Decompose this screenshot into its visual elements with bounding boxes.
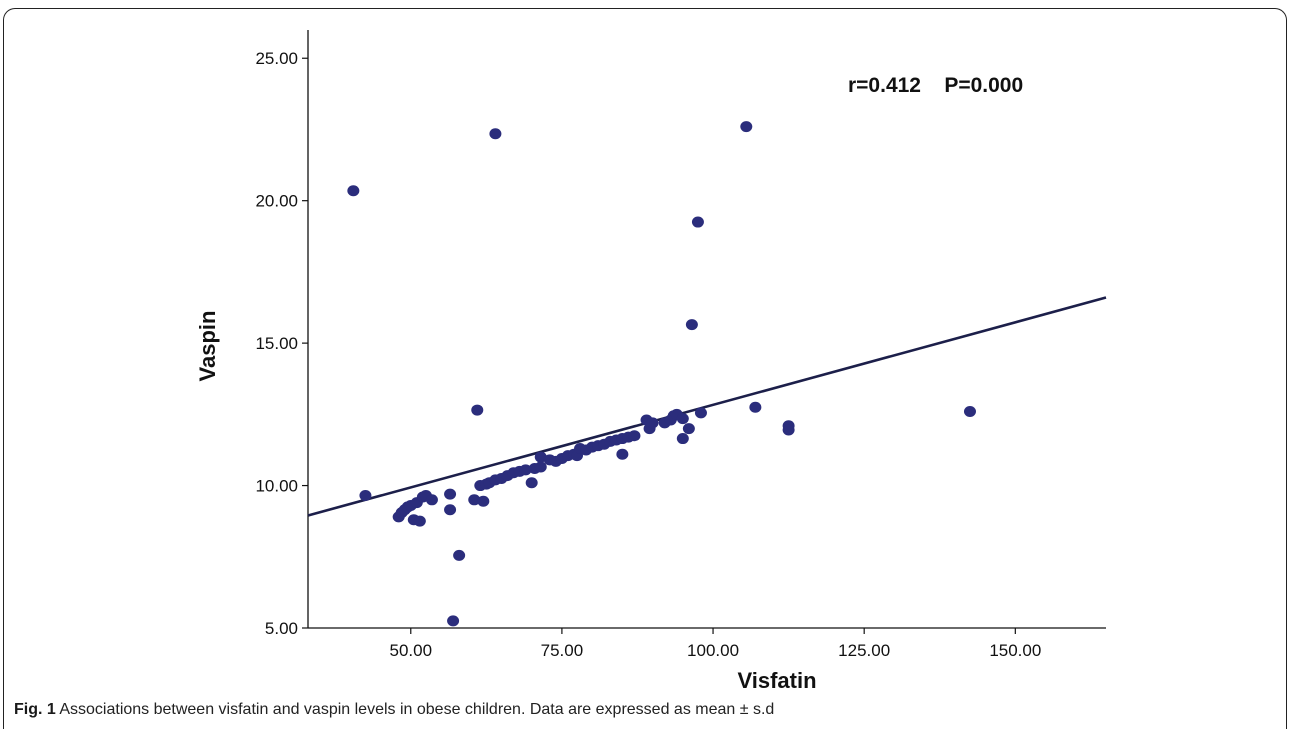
data-point [477,495,490,507]
y-tick-label: 5.00 [265,619,298,638]
data-point [453,549,466,561]
data-point [425,494,438,506]
scatter-chart: 5.00 10.00 15.00 20.00 25.00 50.00 75.00 100.00… [195,30,1107,693]
data-point [628,430,641,442]
x-axis-title: Visfatin [737,668,816,693]
data-point [694,407,707,419]
data-point [740,121,753,133]
data-point [519,464,532,476]
data-point [347,185,360,197]
data-point [676,413,689,425]
data-point [444,488,457,500]
data-point [468,494,481,506]
correlation-annotation: r=0.412 P=0.000 [848,74,1023,97]
data-point [447,615,460,627]
figure-frame [3,8,1287,729]
x-tick-label: 50.00 [389,641,432,660]
data-point [525,477,538,489]
y-tick-label: 10.00 [255,477,298,496]
x-tick-label: 75.00 [541,641,584,660]
x-tick-label: 150.00 [989,641,1041,660]
points-group [347,121,976,627]
data-point [534,451,547,463]
y-tick-label: 20.00 [255,192,298,211]
data-point [471,404,484,416]
x-tick-label: 125.00 [838,641,890,660]
data-point [489,128,502,140]
data-point [676,433,689,445]
figure-caption: Fig. 1 Associations between visfatin and… [14,701,774,719]
data-point [359,490,372,502]
data-point [682,423,695,435]
axes: 5.00 10.00 15.00 20.00 25.00 50.00 75.00 100.00… [255,30,1106,660]
x-tick-label: 100.00 [687,641,739,660]
data-point [616,448,629,460]
fit-line-group [307,296,1107,517]
figure-label: Fig. 1 [14,701,56,718]
data-point [691,216,704,228]
data-point [963,405,976,417]
data-point [782,424,795,436]
caption-text: Associations between visfatin and vaspin… [55,701,775,718]
data-point [444,504,457,516]
y-tick-label: 25.00 [255,49,298,68]
y-tick-label: 15.00 [255,334,298,353]
data-point [685,319,698,331]
data-point [413,515,426,527]
y-axis-title: Vaspin [195,311,220,382]
data-point [534,461,547,473]
data-point [749,401,762,413]
regression-line [307,296,1107,517]
data-point [646,417,659,429]
